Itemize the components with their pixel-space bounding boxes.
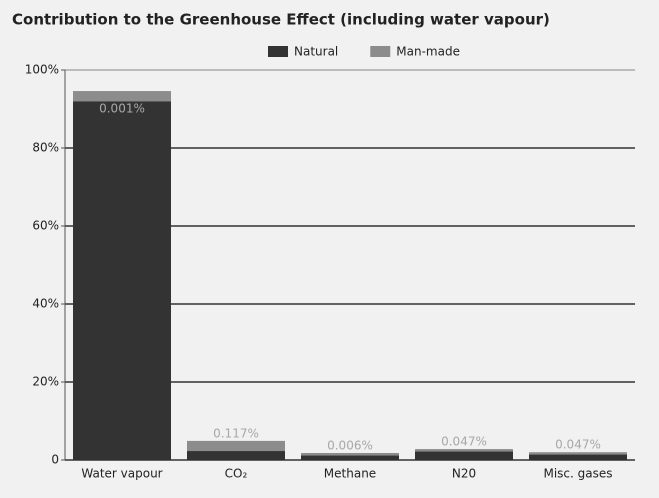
y-tick-label: 40% bbox=[32, 297, 59, 311]
annotation: 0.006% bbox=[327, 438, 373, 452]
y-tick-label: 100% bbox=[25, 63, 59, 77]
x-tick-label: N20 bbox=[452, 467, 476, 481]
bar-segment bbox=[529, 454, 627, 460]
legend-label: Man-made bbox=[396, 45, 460, 59]
bar-segment bbox=[73, 91, 171, 102]
bar-segment bbox=[187, 451, 285, 460]
annotation: 0.047% bbox=[555, 438, 601, 452]
chart-title: Contribution to the Greenhouse Effect (i… bbox=[12, 11, 550, 29]
legend-label: Natural bbox=[294, 45, 338, 59]
annotation: 0.001% bbox=[99, 102, 145, 116]
bar-segment bbox=[529, 452, 627, 455]
bar-segment bbox=[301, 455, 399, 460]
annotation: 0.047% bbox=[441, 435, 487, 449]
x-tick-label: Methane bbox=[324, 467, 376, 481]
y-tick-label: 20% bbox=[32, 375, 59, 389]
legend-swatch bbox=[370, 46, 391, 57]
bar-segment bbox=[301, 452, 399, 456]
legend-swatch bbox=[268, 46, 288, 57]
bar-segment bbox=[187, 440, 285, 452]
x-tick-label: CO₂ bbox=[225, 467, 248, 481]
x-tick-label: Misc. gases bbox=[543, 467, 612, 481]
bar-segment bbox=[415, 451, 513, 460]
bar-segment bbox=[415, 449, 513, 452]
y-tick-label: 0 bbox=[51, 453, 59, 467]
annotation: 0.117% bbox=[213, 426, 259, 440]
y-tick-label: 80% bbox=[32, 141, 59, 155]
x-tick-label: Water vapour bbox=[81, 467, 162, 481]
y-tick-label: 60% bbox=[32, 219, 59, 233]
bar-segment bbox=[73, 101, 171, 460]
